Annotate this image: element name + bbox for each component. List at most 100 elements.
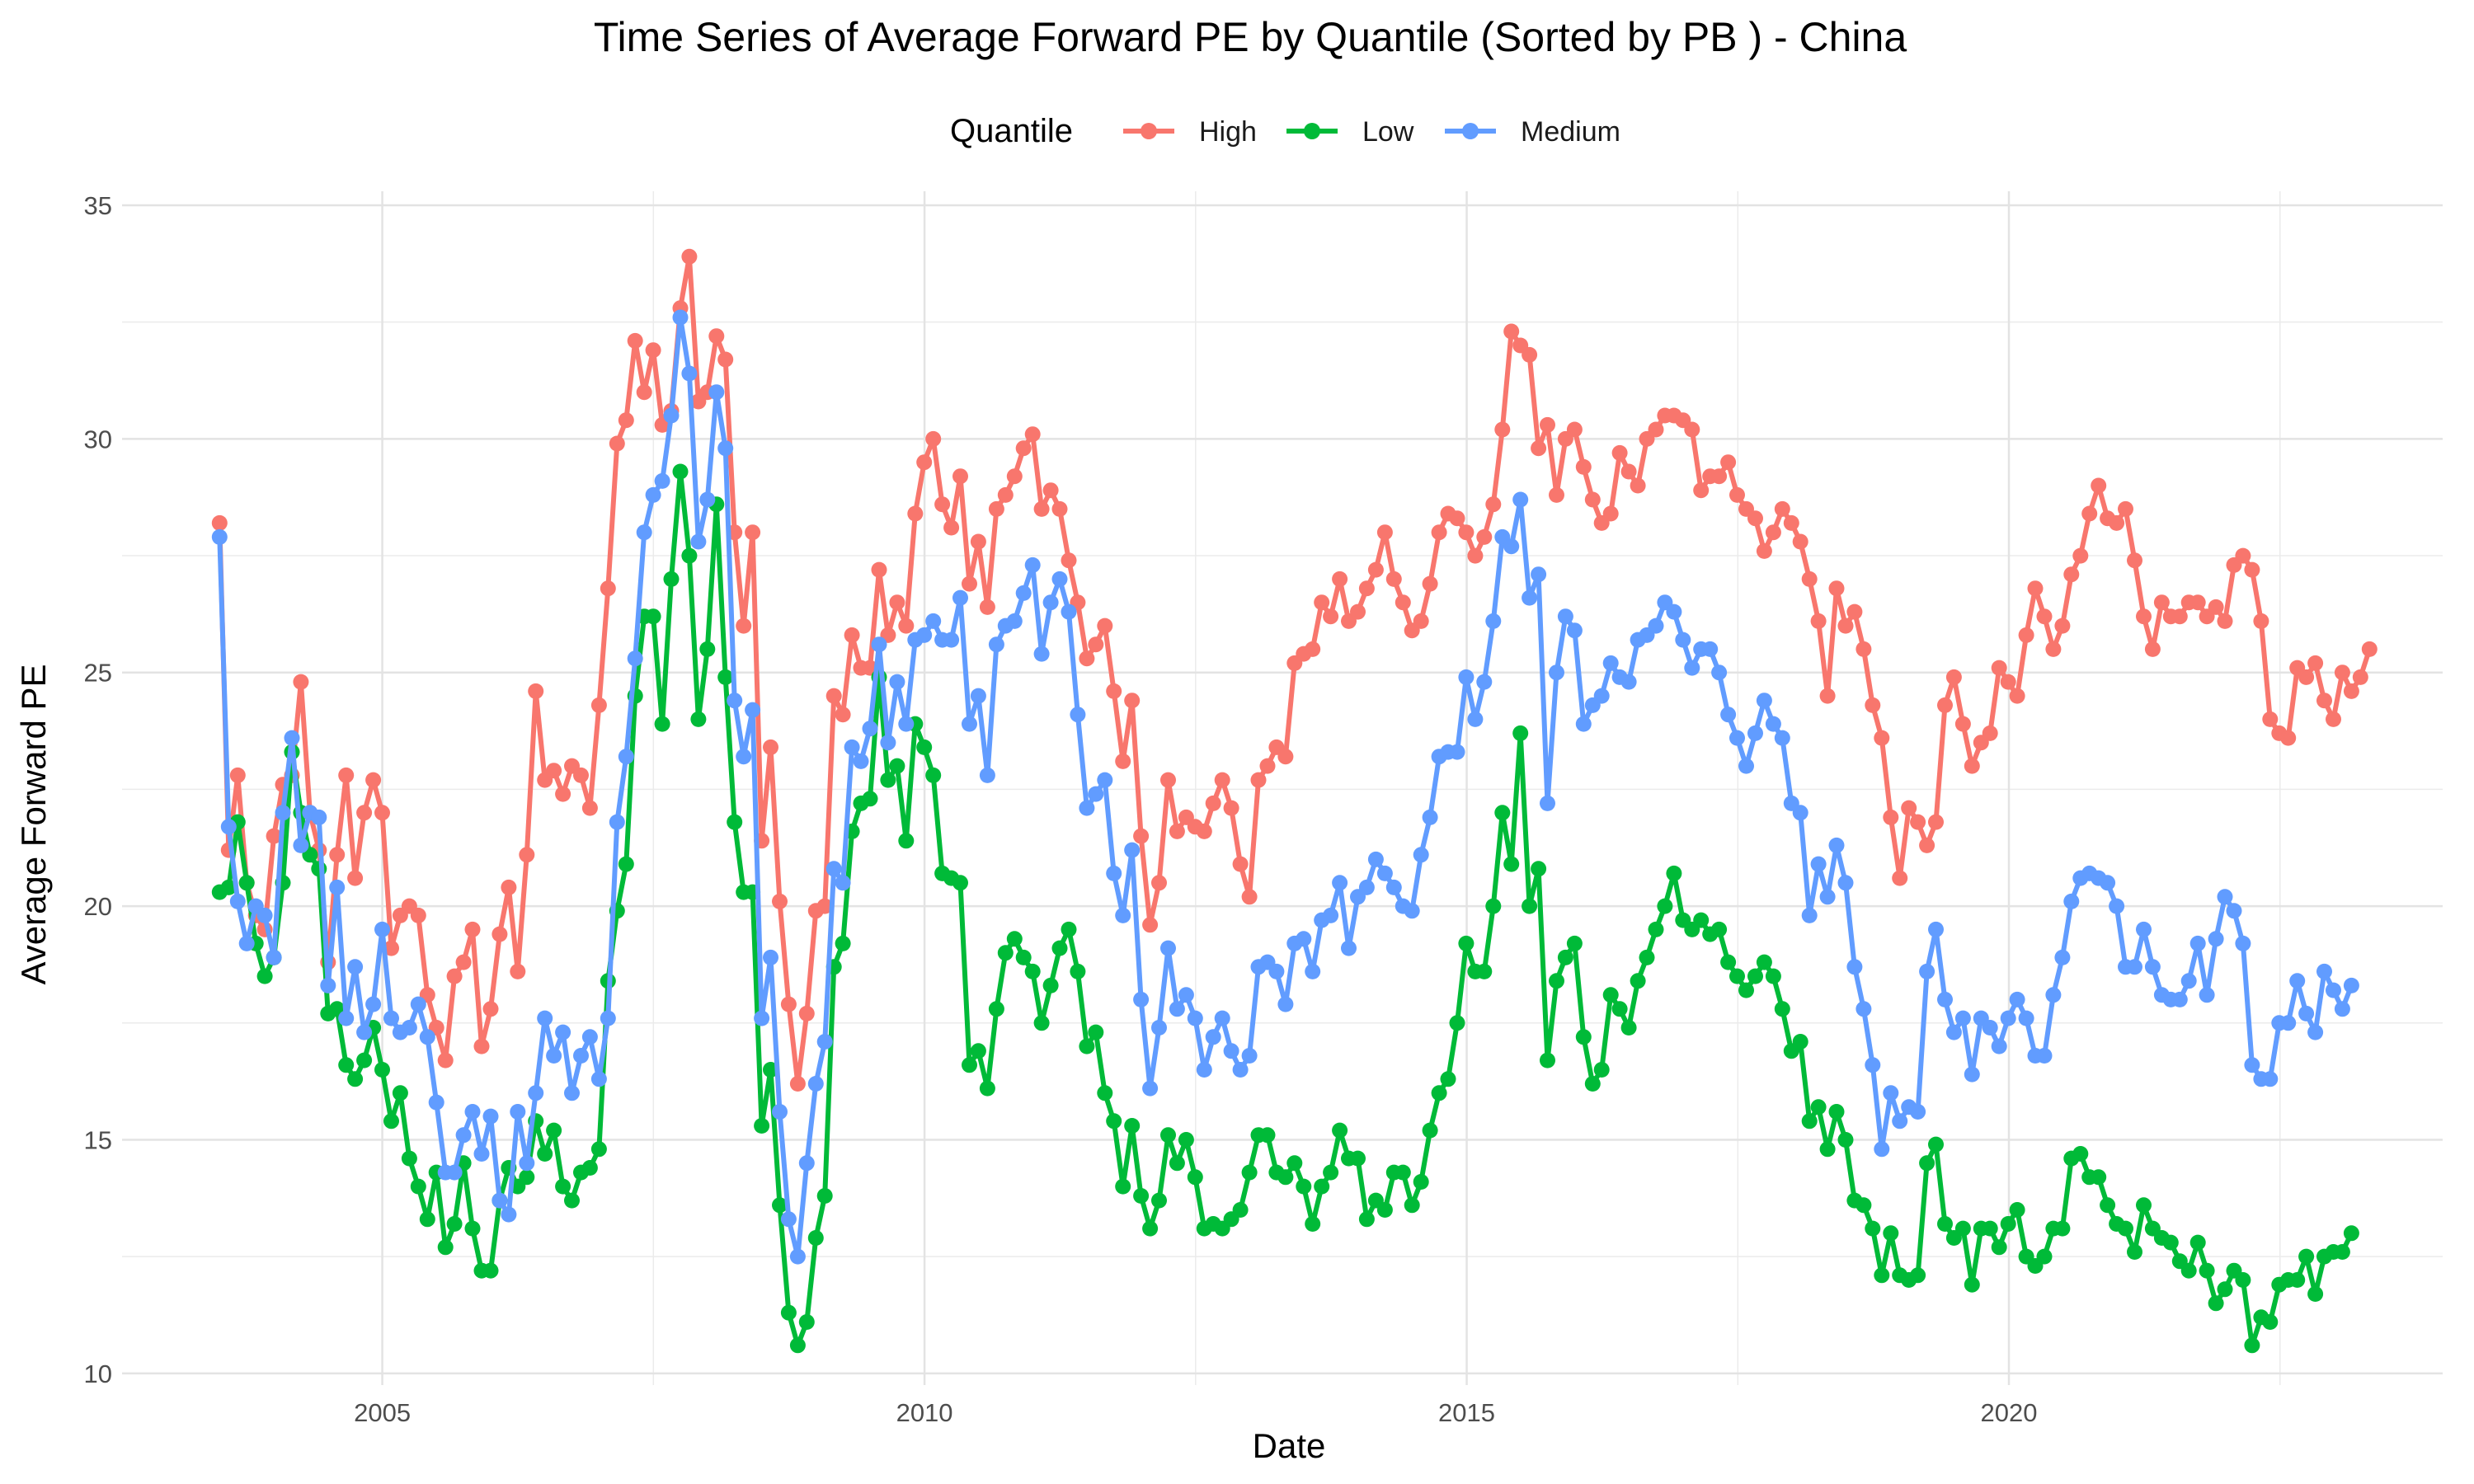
- data-point-medium: [501, 1206, 517, 1223]
- data-point-medium: [1810, 856, 1827, 872]
- data-point-low: [816, 1188, 833, 1204]
- data-point-high: [590, 697, 607, 713]
- data-point-high: [446, 968, 463, 984]
- data-point-medium: [1765, 716, 1781, 732]
- data-point-medium: [528, 1085, 544, 1101]
- data-point-high: [266, 828, 282, 844]
- data-point-high: [1883, 809, 1899, 825]
- data-point-low: [1232, 1202, 1249, 1218]
- data-point-low: [1991, 1239, 2007, 1256]
- data-point-medium: [1151, 1020, 1167, 1036]
- data-point-high: [581, 800, 598, 816]
- data-point-medium: [2307, 1024, 2324, 1040]
- data-point-medium: [654, 472, 670, 489]
- data-point-low: [392, 1085, 408, 1101]
- data-point-medium: [943, 632, 960, 648]
- data-point-medium: [1358, 879, 1375, 895]
- data-point-low: [1729, 968, 1745, 984]
- data-point-high: [1042, 482, 1059, 499]
- legend-item-medium: Medium: [1445, 116, 1620, 148]
- data-point-medium: [546, 1048, 562, 1064]
- data-point-low: [807, 1230, 824, 1246]
- data-point-low: [581, 1160, 598, 1176]
- data-point-high: [1865, 697, 1881, 713]
- data-point-high: [1458, 524, 1475, 541]
- data-point-medium: [1160, 940, 1176, 956]
- data-point-high: [645, 342, 661, 359]
- data-point-high: [1747, 510, 1763, 527]
- data-point-low: [988, 1001, 1004, 1017]
- data-point-high: [1945, 669, 1962, 685]
- data-point-medium: [419, 1029, 435, 1045]
- data-point-low: [2091, 1169, 2107, 1186]
- data-point-medium: [2316, 963, 2332, 979]
- series-high: [211, 248, 2378, 1092]
- data-point-medium: [1323, 907, 1339, 923]
- data-point-high: [934, 496, 951, 513]
- data-point-medium: [844, 739, 860, 755]
- data-point-low: [916, 739, 933, 755]
- data-point-low: [1449, 1015, 1465, 1031]
- data-point-medium: [401, 1020, 417, 1036]
- data-point-low: [1413, 1174, 1429, 1190]
- data-point-high: [1449, 510, 1465, 527]
- legend-title: Quantile: [950, 113, 1073, 149]
- data-point-medium: [1937, 991, 1953, 1007]
- data-point-medium: [2208, 931, 2224, 947]
- data-point-high: [1684, 421, 1700, 438]
- data-point-high: [1133, 828, 1150, 844]
- data-point-medium: [573, 1048, 589, 1064]
- data-point-medium: [916, 627, 933, 643]
- data-point-low: [2235, 1272, 2251, 1288]
- data-point-medium: [690, 533, 707, 550]
- data-point-medium: [2063, 893, 2080, 909]
- data-point-high: [745, 524, 761, 541]
- data-point-high: [1051, 500, 1068, 517]
- data-point-low: [1024, 963, 1041, 979]
- data-point-medium: [1296, 931, 1312, 947]
- data-point-high: [1467, 547, 1484, 564]
- data-point-medium: [1458, 669, 1475, 685]
- data-point-low: [2334, 1244, 2350, 1260]
- data-point-high: [979, 599, 995, 615]
- data-point-high: [2009, 688, 2025, 704]
- data-point-medium: [780, 1211, 797, 1228]
- data-point-low: [1593, 1062, 1610, 1078]
- data-point-low: [1549, 973, 1564, 989]
- data-point-high: [763, 739, 778, 755]
- data-point-medium: [2334, 1001, 2350, 1017]
- data-point-high: [2127, 552, 2142, 569]
- data-point-low: [1874, 1267, 1890, 1284]
- data-point-high: [2244, 561, 2260, 578]
- data-point-medium: [1575, 716, 1592, 732]
- data-point-high: [1901, 800, 1917, 816]
- data-point-low: [356, 1052, 373, 1068]
- data-point-medium: [2000, 1010, 2016, 1026]
- data-point-medium: [510, 1104, 526, 1120]
- data-point-high: [501, 879, 517, 895]
- data-point-low: [1169, 1155, 1185, 1172]
- data-point-medium: [492, 1192, 508, 1209]
- data-point-medium: [1088, 786, 1104, 802]
- data-point-high: [1810, 613, 1827, 629]
- grid: [122, 191, 2443, 1385]
- data-point-low: [1566, 935, 1583, 951]
- data-point-high: [2298, 669, 2315, 685]
- data-point-medium: [663, 407, 680, 424]
- data-point-high: [1006, 468, 1023, 485]
- data-point-high: [329, 847, 346, 863]
- data-point-high: [1801, 571, 1818, 587]
- data-point-low: [1720, 954, 1737, 970]
- data-point-medium: [1187, 1010, 1203, 1026]
- data-point-high: [2352, 669, 2368, 685]
- data-point-high: [437, 1052, 454, 1068]
- data-point-medium: [1892, 1113, 1908, 1129]
- data-point-medium: [1666, 603, 1682, 620]
- data-point-high: [1079, 650, 1095, 667]
- data-point-high: [717, 351, 734, 368]
- data-point-low: [1051, 940, 1068, 956]
- data-point-high: [2118, 500, 2133, 517]
- data-point-medium: [1964, 1066, 1980, 1082]
- data-point-high: [1602, 505, 1619, 522]
- data-point-high: [1250, 772, 1267, 788]
